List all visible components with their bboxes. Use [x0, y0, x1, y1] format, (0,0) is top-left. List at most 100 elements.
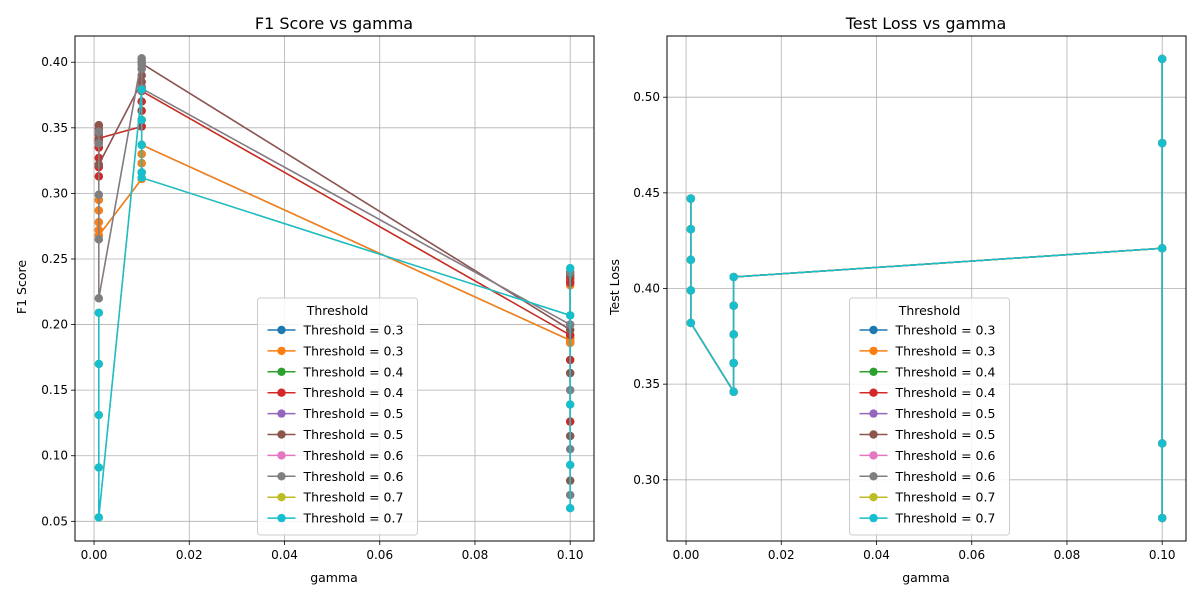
f1-legend-swatch-marker	[277, 409, 286, 418]
loss-legend-box	[849, 297, 1010, 536]
f1-data-point	[565, 311, 575, 320]
f1-data-point	[94, 308, 104, 317]
f1-data-point	[137, 140, 146, 150]
loss-data-point	[686, 255, 696, 265]
loss-legend-swatch-marker	[869, 346, 878, 356]
loss-x-axis-label: gamma	[902, 570, 950, 585]
loss-series-group	[686, 54, 1167, 523]
loss-data-point	[729, 301, 738, 310]
loss-data-point	[1157, 244, 1167, 253]
f1-legend-swatch-marker	[277, 451, 286, 460]
f1-data-point	[137, 173, 146, 182]
loss-y-tick-label: 0.30	[633, 473, 660, 487]
f1-legend-swatch-marker	[277, 367, 286, 376]
f1-ticks: 0.00 0.02 0.04 0.06 0.08 0.10 0.05 0.10 0.15 0.20…	[41, 55, 583, 562]
f1-data-point	[94, 235, 104, 244]
f1-y-tick-label: 0.40	[41, 55, 68, 69]
f1-data-point	[94, 190, 104, 199]
f1-data-point	[94, 127, 104, 136]
loss-legend-swatch-marker	[869, 325, 878, 335]
f1-legend-entry: Threshold = 0.7	[303, 511, 404, 526]
f1-legend-entry: Threshold = 0.4	[303, 364, 404, 379]
f1-legend: Threshold Threshold = 0.3 Threshold = 0.3 T…	[257, 297, 418, 536]
loss-data-point	[1157, 138, 1167, 148]
loss-x-tick-label: 0.00	[673, 548, 700, 562]
loss-legend-entry: Threshold = 0.3	[895, 343, 996, 358]
f1-legend-box	[257, 297, 418, 536]
f1-series-group	[94, 54, 575, 522]
loss-legend-entry: Threshold = 0.5	[895, 406, 996, 421]
loss-y-tick-label: 0.45	[633, 186, 660, 200]
f1-data-point	[94, 139, 104, 148]
loss-legend-entry: Threshold = 0.6	[895, 469, 996, 484]
f1-data-point	[137, 85, 146, 94]
loss-data-point	[686, 318, 696, 328]
f1-legend-swatch-marker	[277, 346, 286, 356]
loss-data-point	[729, 272, 738, 282]
f1-data-point	[94, 359, 104, 369]
f1-y-tick-label: 0.25	[41, 252, 68, 266]
f1-data-point	[94, 513, 104, 522]
f1-data-point	[137, 64, 146, 73]
loss-data-point	[1157, 439, 1167, 448]
loss-x-tick-label: 0.10	[1149, 548, 1176, 562]
f1-y-axis-label: F1 Score	[14, 260, 29, 314]
loss-legend-swatch-marker	[869, 388, 878, 397]
f1-legend-swatch-marker	[277, 388, 286, 397]
f1-data-point	[94, 294, 104, 303]
loss-legend-entry: Threshold = 0.7	[895, 511, 996, 526]
f1-data-point	[94, 410, 104, 420]
f1-y-tick-label: 0.10	[41, 449, 68, 463]
f1-legend-entry: Threshold = 0.3	[303, 343, 404, 358]
loss-legend-entry: Threshold = 0.3	[895, 323, 996, 338]
loss-y-tick-label: 0.40	[633, 282, 660, 296]
loss-data-point	[729, 358, 738, 368]
loss-legend-entry: Threshold = 0.6	[895, 448, 996, 463]
loss-legend-swatch-marker	[869, 430, 878, 439]
f1-legend-entry: Threshold = 0.7	[303, 490, 404, 505]
f1-legend-entry: Threshold = 0.5	[303, 406, 404, 421]
f1-y-tick-label: 0.15	[41, 383, 68, 397]
loss-data-point	[686, 225, 696, 234]
loss-data-point	[1157, 54, 1167, 64]
f1-y-tick-label: 0.05	[41, 514, 68, 528]
f1-x-tick-label: 0.10	[557, 548, 584, 562]
f1-data-point	[137, 115, 146, 125]
loss-y-axis-label: Test Loss	[607, 259, 622, 316]
loss-legend-swatch-marker	[869, 493, 878, 502]
loss-x-tick-label: 0.08	[1054, 548, 1081, 562]
loss-legend: Threshold Threshold = 0.3 Threshold = 0.3 T…	[849, 297, 1010, 536]
f1-legend-swatch-marker	[277, 472, 286, 481]
f1-plot-frame	[74, 35, 595, 542]
f1-legend-swatch-marker	[277, 513, 286, 523]
f1-legend-entry: Threshold = 0.6	[303, 469, 404, 484]
f1-data-point	[565, 400, 575, 409]
loss-data-point	[686, 194, 696, 203]
f1-legend-entry: Threshold = 0.3	[303, 323, 404, 338]
loss-legend-swatch-marker	[869, 513, 878, 523]
f1-x-tick-label: 0.02	[176, 548, 203, 562]
f1-legend-swatch-marker	[277, 493, 286, 502]
f1-x-tick-label: 0.00	[81, 548, 108, 562]
f1-chart-title: F1 Score vs gamma	[255, 14, 413, 33]
loss-y-tick-label: 0.35	[633, 377, 660, 391]
f1-data-point	[94, 463, 104, 472]
loss-chart-title: Test Loss vs gamma	[845, 14, 1007, 33]
f1-legend-title: Threshold	[306, 303, 369, 318]
f1-score-subplot: F1 Score vs gamma gamma F1 Score 0.00 0.0…	[14, 14, 595, 585]
f1-legend-entry: Threshold = 0.5	[303, 427, 404, 442]
loss-data-point	[729, 330, 738, 339]
loss-legend-entry: Threshold = 0.4	[895, 364, 996, 379]
loss-legend-entry: Threshold = 0.4	[895, 385, 996, 400]
loss-legend-entry: Threshold = 0.5	[895, 427, 996, 442]
f1-x-tick-label: 0.04	[271, 548, 298, 562]
f1-y-tick-label: 0.30	[41, 186, 68, 200]
loss-data-point	[1157, 513, 1167, 523]
f1-legend-entry: Threshold = 0.4	[303, 385, 404, 400]
loss-y-tick-label: 0.50	[633, 90, 660, 104]
loss-ticks: 0.00 0.02 0.04 0.06 0.08 0.10 0.30 0.35 0.40 0.45…	[633, 90, 1175, 562]
loss-legend-swatch-marker	[869, 451, 878, 460]
loss-x-tick-label: 0.02	[768, 548, 795, 562]
f1-y-tick-label: 0.20	[41, 318, 68, 332]
